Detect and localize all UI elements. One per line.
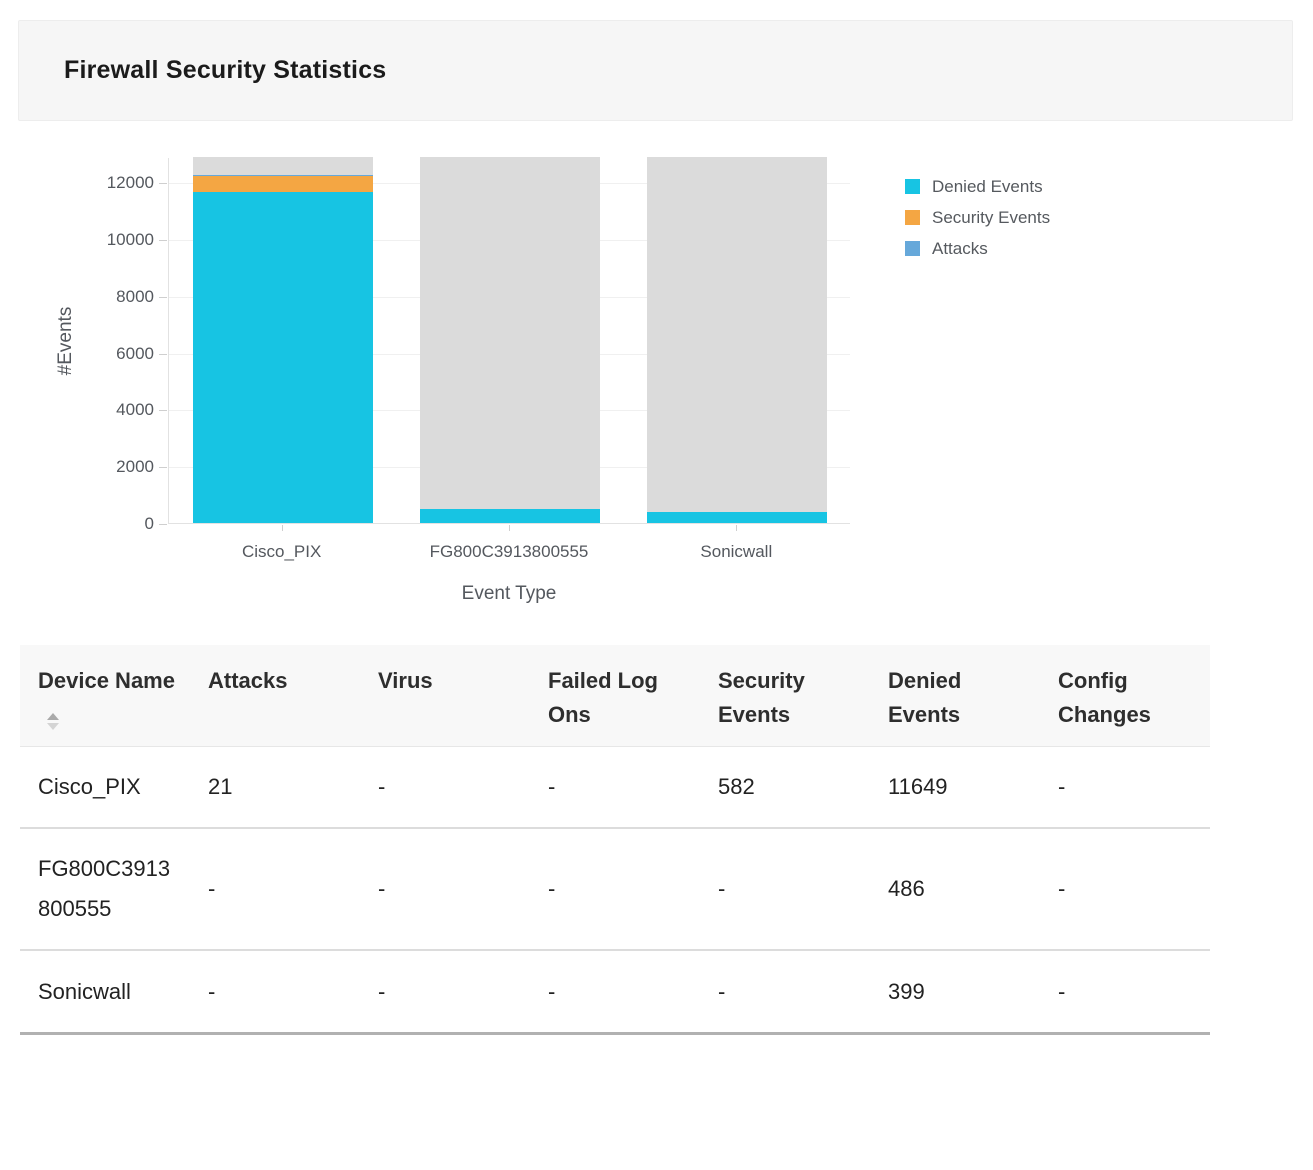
plot-area (168, 157, 850, 524)
x-category-label: FG800C3913800555 (429, 542, 589, 561)
device-name-cell: FG800C3913800555 (38, 856, 171, 921)
value-cell: 582 (718, 774, 755, 799)
value-cell: - (378, 978, 386, 1004)
bar-segment-attacks[interactable] (192, 175, 373, 176)
legend-swatch-icon (905, 241, 920, 256)
value-cell: 486 (888, 876, 925, 901)
widget-header: Firewall Security Statistics (18, 20, 1293, 121)
table-body: Cisco_PIX 21 - - 582 11649 - FG800C3913800555 - -… (20, 747, 1210, 1032)
y-tick-label: 6000 (116, 343, 154, 363)
value-cell: 21 (208, 774, 233, 799)
column-header-label: Failed Log Ons (548, 668, 658, 727)
sort-descending-icon (47, 723, 59, 730)
firewall-statistics-table: Device Name Attacks Virus Failed Log Ons Sec… (20, 645, 1210, 1035)
x-tick-mark (736, 525, 738, 531)
value-cell: - (718, 876, 726, 901)
bar-background-track (647, 157, 828, 523)
firewall-events-chart: #Events 0 2000 4000 6000 8000 10000 12000 Cisco… (55, 157, 1050, 604)
column-header-device-name[interactable]: Device Name (20, 645, 190, 746)
value-cell: - (208, 876, 216, 901)
y-tick-label: 12000 (106, 173, 154, 193)
x-category-label: Sonicwall (700, 542, 773, 561)
table-header-row: Device Name Attacks Virus Failed Log Ons Sec… (20, 645, 1210, 747)
y-tick-label: 2000 (116, 457, 154, 477)
legend-swatch-icon (905, 179, 920, 194)
sort-icon[interactable] (47, 713, 59, 730)
value-cell: - (718, 978, 726, 1004)
legend-item[interactable]: Denied Events (905, 171, 1050, 202)
value-cell: - (1058, 978, 1066, 1004)
value-cell: - (1058, 774, 1066, 799)
legend-item[interactable]: Attacks (905, 233, 1050, 264)
y-tick-mark (159, 410, 167, 412)
x-category-label: Cisco_PIX (241, 542, 322, 561)
value-cell: - (548, 774, 556, 799)
bar-segment-denied-events[interactable] (192, 192, 373, 523)
value-cell: 11649 (888, 774, 948, 799)
value-cell: - (548, 978, 556, 1004)
bar-segment-security-events[interactable] (192, 175, 373, 192)
column-header-label: Config Changes (1058, 668, 1151, 727)
x-tick-mark (509, 525, 510, 531)
page-title: Firewall Security Statistics (64, 56, 387, 84)
column-header-denied-events[interactable]: Denied Events (870, 645, 1040, 746)
column-header-label: Virus (378, 668, 433, 693)
legend-label: Security Events (932, 207, 1051, 227)
y-axis-title: #Events (55, 306, 76, 376)
y-tick-label: 4000 (116, 400, 154, 420)
bar-segment-denied-events[interactable] (647, 512, 828, 523)
bar-segment-denied-events[interactable] (420, 509, 600, 523)
y-tick-label: 8000 (116, 286, 154, 306)
table-row: Sonicwall - - - - 399 - (20, 951, 1210, 1032)
column-header-attacks[interactable]: Attacks (190, 645, 360, 746)
column-header-label: Device Name (38, 668, 175, 693)
column-header-label: Attacks (208, 668, 288, 693)
sort-ascending-icon (47, 713, 59, 720)
y-tick-mark (159, 296, 167, 298)
y-tick-mark (159, 353, 167, 355)
value-cell: - (1058, 876, 1066, 901)
y-tick-mark (159, 240, 167, 242)
value-cell: - (378, 876, 386, 901)
column-header-label: Denied Events (888, 668, 962, 727)
y-tick-mark (159, 524, 167, 525)
column-header-security-events[interactable]: Security Events (700, 645, 870, 746)
legend-label: Denied Events (932, 176, 1043, 196)
y-tick-label: 0 (144, 514, 154, 533)
y-tick-label: 10000 (106, 230, 154, 250)
legend-item[interactable]: Security Events (905, 202, 1050, 233)
x-tick-mark (281, 525, 283, 531)
table-row: Cisco_PIX 21 - - 582 11649 - (20, 747, 1210, 829)
value-cell: - (208, 978, 216, 1004)
legend-swatch-icon (905, 210, 920, 225)
bar-background-track (420, 157, 600, 523)
y-tick-mark (159, 183, 167, 185)
value-cell: - (548, 876, 556, 901)
device-name-cell: Sonicwall (38, 978, 131, 1004)
column-header-config-changes[interactable]: Config Changes (1040, 645, 1210, 746)
chart-legend: Denied Events Security Events Attacks (905, 171, 1050, 264)
column-header-failed-log-ons[interactable]: Failed Log Ons (530, 645, 700, 746)
table-row: FG800C3913800555 - - - - 486 - (20, 829, 1210, 951)
device-name-cell: Cisco_PIX (38, 774, 141, 799)
value-cell: - (378, 774, 386, 799)
legend-label: Attacks (932, 238, 988, 258)
column-header-virus[interactable]: Virus (360, 645, 530, 746)
y-tick-mark (159, 467, 167, 469)
column-header-label: Security Events (718, 668, 805, 727)
x-axis-title: Event Type (461, 583, 557, 604)
value-cell: 399 (888, 978, 925, 1004)
